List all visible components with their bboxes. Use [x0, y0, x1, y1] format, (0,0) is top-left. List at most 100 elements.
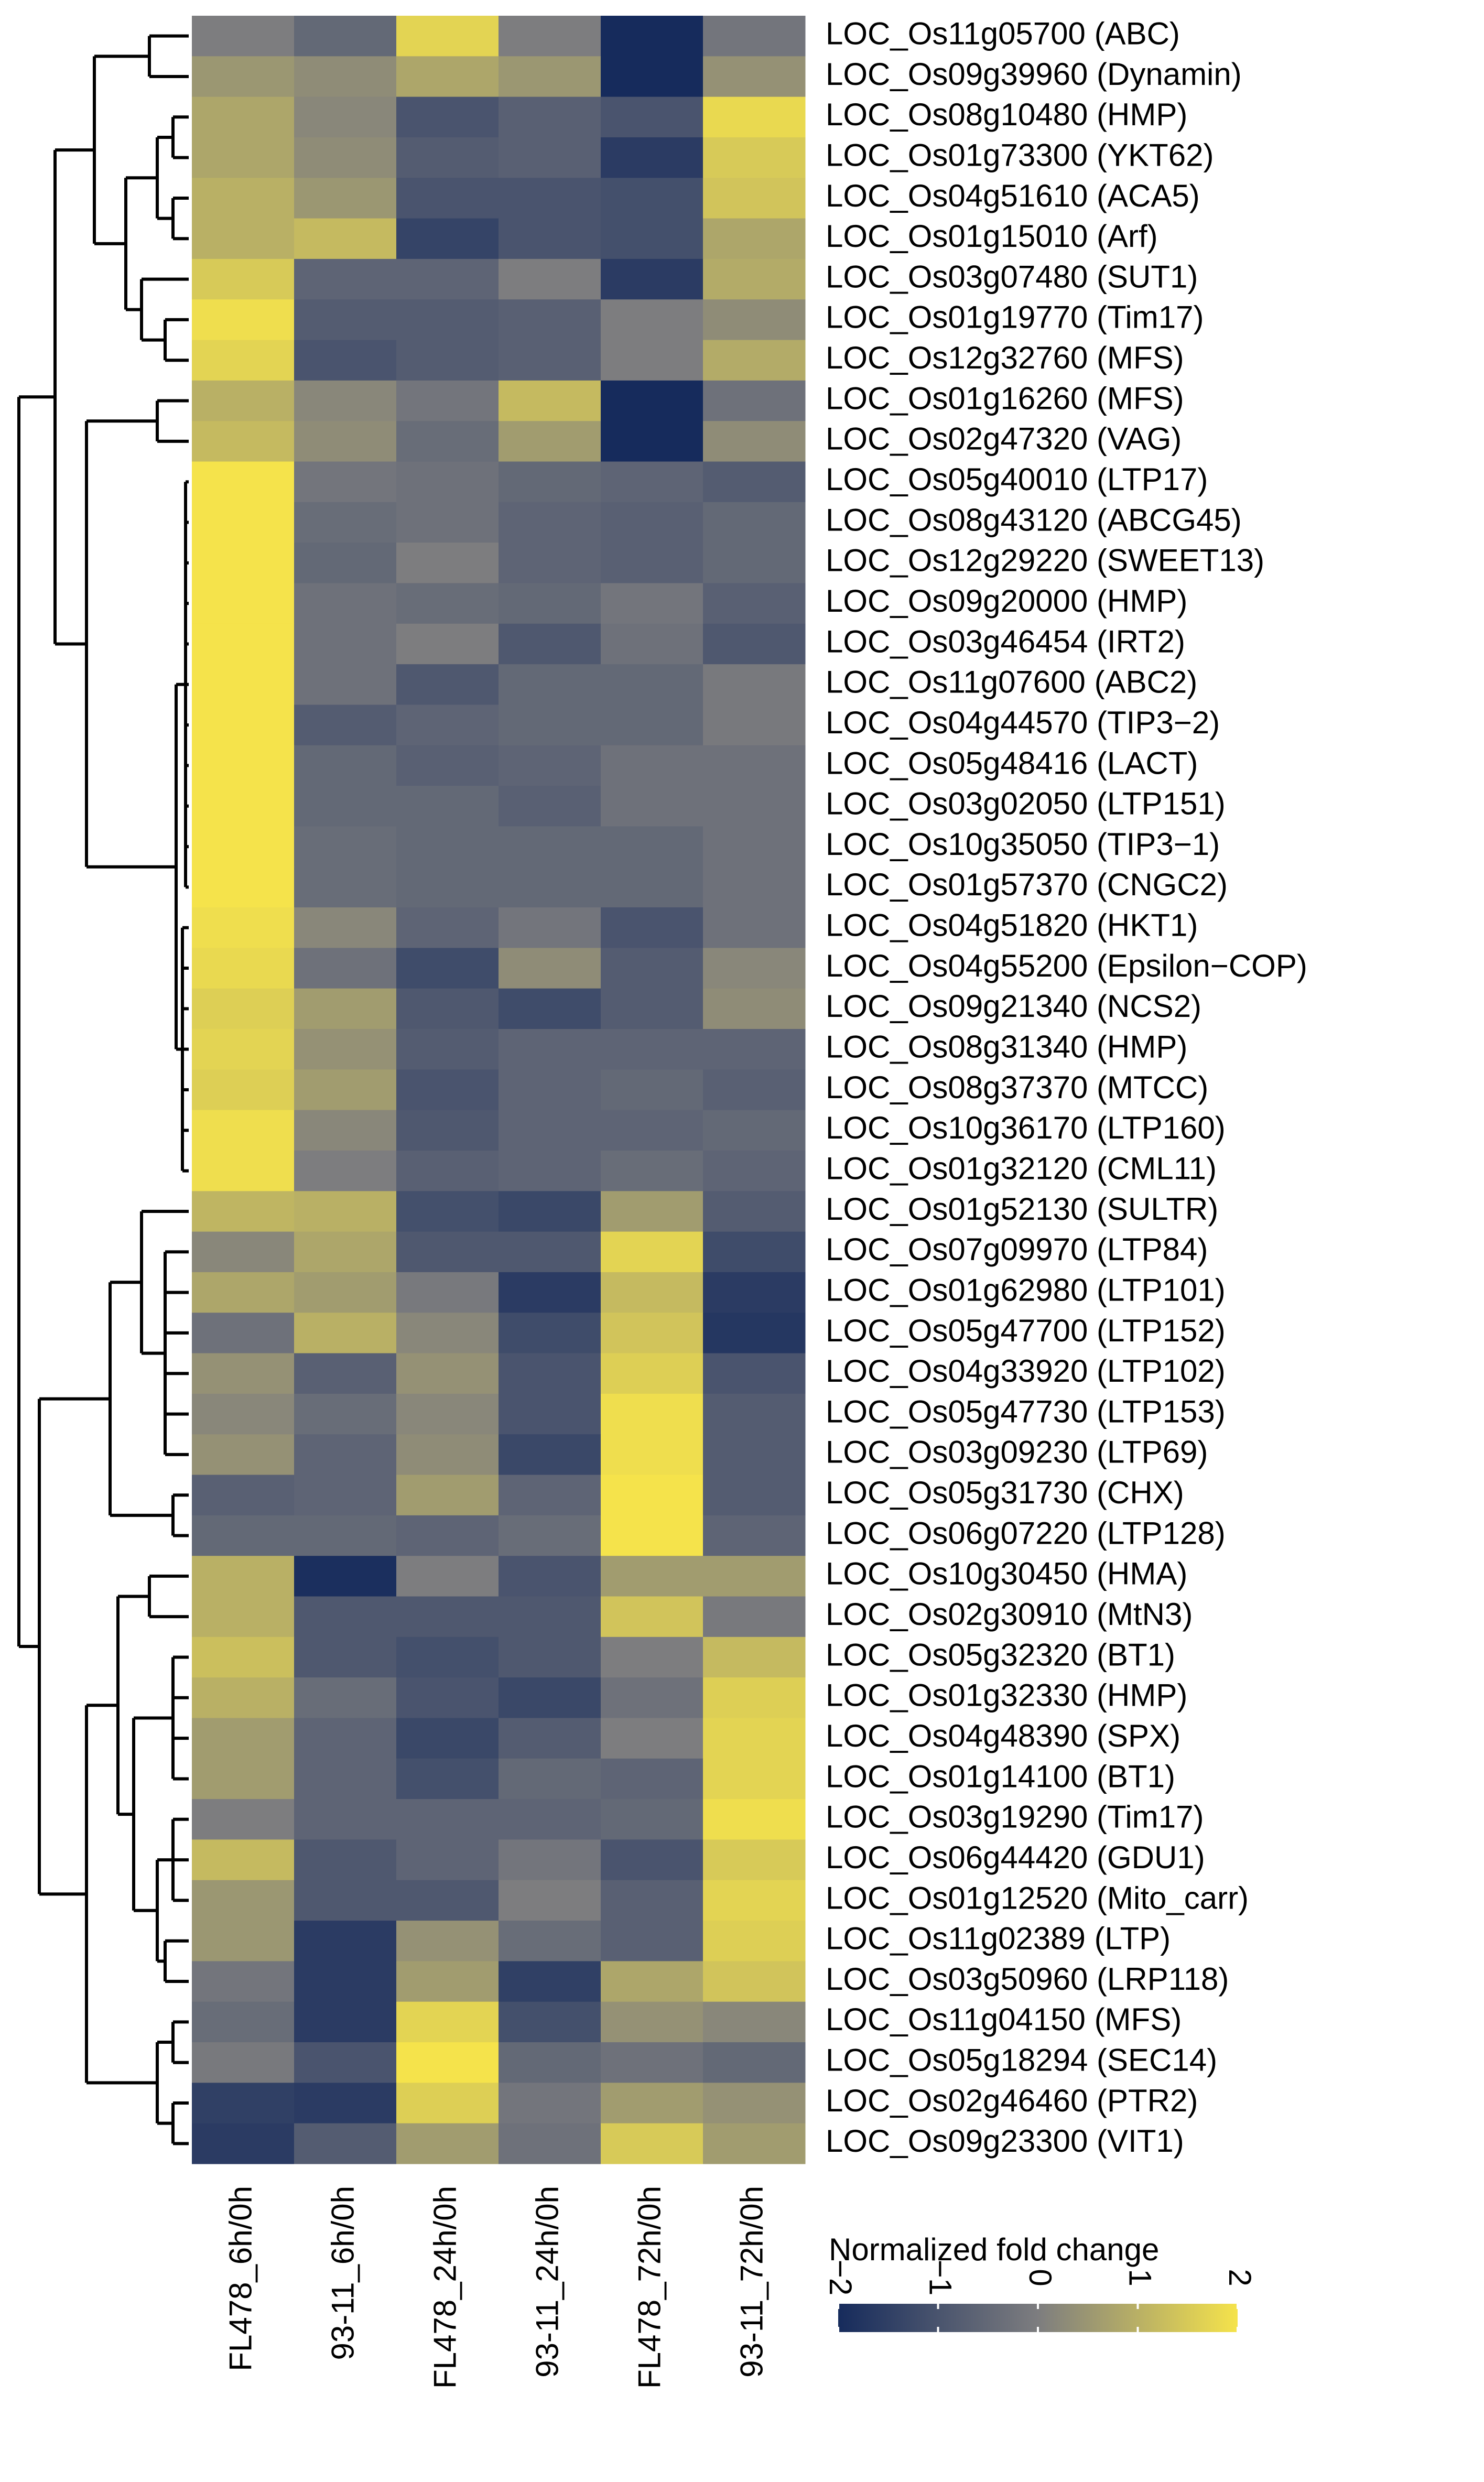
heatmap-cell: [294, 2042, 397, 2083]
row-label: LOC_Os01g52130 (SULTR): [826, 1191, 1218, 1227]
heatmap-cell: [703, 461, 806, 503]
heatmap-cell: [601, 1556, 703, 1597]
heatmap-cell: [192, 2042, 295, 2083]
heatmap-cell: [499, 1718, 601, 1759]
heatmap-cell: [499, 664, 601, 705]
heatmap-cell: [396, 1231, 499, 1273]
dendrogram-branch: [181, 926, 189, 1173]
heatmap-cell: [499, 1880, 601, 1921]
heatmap-cell: [499, 1515, 601, 1556]
heatmap-cell: [396, 1758, 499, 1800]
row-label: LOC_Os02g47320 (VAG): [826, 421, 1182, 457]
heatmap-cell: [192, 623, 295, 665]
heatmap-cell: [703, 1393, 806, 1435]
heatmap-cell: [192, 1677, 295, 1718]
dendrogram-branch: [171, 1817, 189, 1902]
heatmap-cell: [192, 1110, 295, 1151]
heatmap-cell: [499, 137, 601, 178]
heatmap-cell: [703, 1677, 806, 1718]
heatmap-cell: [396, 543, 499, 583]
heatmap-cell: [499, 948, 601, 989]
row-label: LOC_Os04g33920 (LTP102): [826, 1353, 1226, 1389]
heatmap-cell: [703, 1556, 806, 1597]
heatmap-cell: [396, 218, 499, 259]
heatmap-cell: [192, 866, 295, 908]
row-label: LOC_Os03g46454 (IRT2): [826, 624, 1185, 659]
heatmap-cell: [499, 1393, 601, 1435]
heatmap-cell: [703, 1839, 806, 1881]
heatmap-cell: [396, 1839, 499, 1881]
dendrogram-branch: [156, 135, 173, 220]
heatmap-cell: [396, 866, 499, 908]
row-label: LOC_Os04g55200 (Epsilon−COP): [826, 948, 1307, 983]
heatmap-cell: [499, 1272, 601, 1313]
heatmap-cell: [703, 258, 806, 300]
heatmap-cell: [703, 218, 806, 259]
heatmap-cell: [601, 705, 703, 746]
heatmap-cell: [601, 1353, 703, 1394]
row-label: LOC_Os01g19770 (Tim17): [826, 300, 1204, 335]
dendrogram-branch: [171, 2101, 189, 2145]
heatmap-cell: [601, 178, 703, 219]
heatmap-cell: [499, 826, 601, 868]
heatmap-cell: [601, 1636, 703, 1678]
heatmap-cell: [703, 1718, 806, 1759]
heatmap-cell: [601, 907, 703, 948]
heatmap-cell: [396, 1921, 499, 1961]
row-label: LOC_Os01g15010 (Arf): [826, 219, 1158, 254]
heatmap-cell: [601, 1921, 703, 1961]
heatmap-cell: [396, 907, 499, 948]
heatmap-cell: [601, 218, 703, 259]
heatmap-cell: [499, 623, 601, 665]
column-label: FL478_6h/0h: [223, 2186, 258, 2371]
heatmap-cell: [703, 178, 806, 219]
heatmap-cell: [192, 1758, 295, 1800]
heatmap-cell: [192, 96, 295, 138]
heatmap-cell: [294, 1313, 397, 1354]
row-label: LOC_Os05g47700 (LTP152): [826, 1313, 1226, 1348]
heatmap-cell: [396, 299, 499, 341]
heatmap-cell: [703, 380, 806, 421]
heatmap-cell: [703, 745, 806, 786]
dendrogram-branch: [164, 1939, 189, 1984]
heatmap-cell: [703, 1313, 806, 1354]
heatmap-cell: [396, 1110, 499, 1151]
heatmap-cell: [192, 380, 295, 421]
heatmap-cell: [499, 1636, 601, 1678]
heatmap-cell: [294, 1921, 397, 1961]
heatmap-cell: [396, 502, 499, 543]
heatmap-cell: [499, 96, 601, 138]
heatmap-cell: [192, 56, 295, 97]
row-label: LOC_Os03g02050 (LTP151): [826, 786, 1226, 821]
row-label: LOC_Os08g37370 (MTCC): [826, 1070, 1208, 1105]
heatmap-cell: [294, 1231, 397, 1273]
heatmap-cell: [703, 1961, 806, 2002]
heatmap-cell: [703, 96, 806, 138]
heatmap-cell: [703, 1475, 806, 1516]
heatmap-cell: [192, 1839, 295, 1881]
row-label: LOC_Os11g04150 (MFS): [826, 2002, 1182, 2037]
heatmap-cell: [192, 2083, 295, 2124]
heatmap-cell: [192, 299, 295, 341]
heatmap-cell: [601, 1313, 703, 1354]
colorbar-title: Normalized fold change: [829, 2232, 1159, 2267]
heatmap-cell: [601, 1758, 703, 1800]
heatmap-cell: [703, 664, 806, 705]
heatmap-cell: [294, 299, 397, 341]
heatmap-cell: [294, 623, 397, 665]
heatmap-cell: [294, 1069, 397, 1111]
heatmap-cell: [601, 380, 703, 421]
heatmap-cell: [192, 543, 295, 583]
heatmap-cell: [703, 623, 806, 665]
heatmap-cell: [294, 664, 397, 705]
heatmap-cell: [601, 664, 703, 705]
heatmap-cell: [601, 1799, 703, 1840]
row-label: LOC_Os11g02389 (LTP): [826, 1921, 1171, 1956]
heatmap-cell: [294, 1515, 397, 1556]
heatmap-cell: [703, 1799, 806, 1840]
heatmap-cell: [294, 1718, 397, 1759]
heatmap-cell: [396, 583, 499, 624]
heatmap-cell: [192, 218, 295, 259]
heatmap-cell: [601, 583, 703, 624]
heatmap-cell: [192, 1799, 295, 1840]
